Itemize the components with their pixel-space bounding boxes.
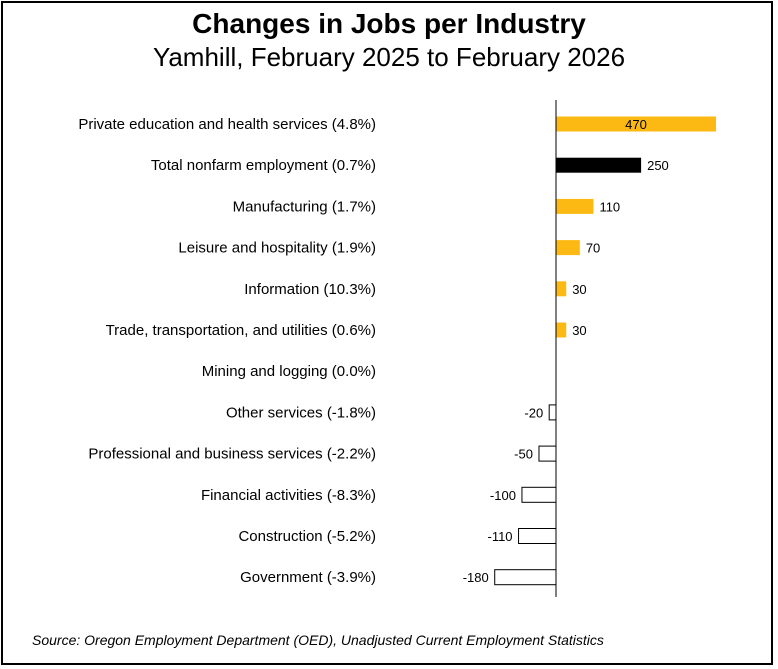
value-label: -180 (463, 570, 489, 585)
bar (494, 569, 557, 586)
bar (521, 486, 557, 503)
bar (556, 240, 580, 256)
category-label: Information (10.3%) (244, 281, 376, 298)
category-label: Leisure and hospitality (1.9%) (178, 240, 376, 257)
value-label: 30 (572, 282, 586, 297)
category-label: Government (-3.9%) (240, 569, 376, 586)
category-label: Financial activities (-8.3%) (201, 487, 376, 504)
value-label: -100 (490, 488, 516, 503)
bar (556, 198, 594, 214)
value-label: -20 (524, 405, 543, 420)
bar (556, 281, 567, 297)
category-label: Mining and logging (0.0%) (202, 363, 376, 380)
bar (548, 404, 557, 421)
bar (556, 322, 567, 338)
value-label: 30 (572, 323, 586, 338)
value-label: -50 (514, 447, 533, 462)
bar (556, 157, 642, 173)
chart-title: Changes in Jobs per Industry (192, 8, 586, 39)
category-label: Total nonfarm employment (0.7%) (151, 157, 376, 174)
value-label: 470 (625, 117, 647, 132)
category-label: Manufacturing (1.7%) (233, 198, 376, 215)
category-label: Professional and business services (-2.2… (88, 446, 376, 463)
category-label: Construction (-5.2%) (238, 528, 376, 545)
bar (556, 116, 716, 132)
bar (518, 528, 557, 544)
source-note: Source: Oregon Employment Department (OE… (32, 632, 604, 648)
bar (538, 445, 557, 462)
value-label: 110 (599, 199, 620, 214)
value-label: 70 (586, 241, 600, 256)
category-label: Trade, transportation, and utilities (0.… (106, 322, 376, 339)
category-label: Other services (-1.8%) (226, 404, 376, 421)
category-label: Private education and health services (4… (78, 116, 376, 133)
value-label: -110 (487, 529, 512, 544)
value-label: 250 (647, 158, 669, 173)
chart-subtitle: Yamhill, February 2025 to February 2026 (152, 42, 626, 72)
